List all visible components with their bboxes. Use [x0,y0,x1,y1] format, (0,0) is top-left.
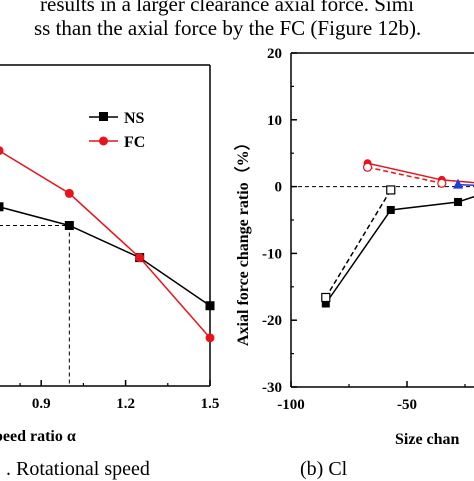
series-ns-point [64,221,74,230]
chart-a-xtick-label: 1.2 [116,396,135,412]
chart-b-ytick-label: -20 [262,313,282,329]
chart-b-series-4-point [453,178,464,189]
legend-fc-marker [99,136,108,146]
legend-ns-label: NS [124,110,145,127]
chart-b-ytick-label: 10 [267,113,282,129]
chart-b-series-3-point [437,178,447,188]
chart-a-series [0,146,215,343]
chart-b-xtick-label: -50 [397,397,417,413]
chart-b-ytick-label: -10 [262,246,282,262]
series-ns-point [205,301,215,311]
series-fc-point [135,253,145,263]
chart-b-series-4-line [458,183,474,187]
chart-b-ytick-label: 0 [275,180,283,196]
caption-b: (b) Cl [300,458,348,480]
chart-b-series-0-point [386,205,395,214]
chart-a-reference-lines [0,225,70,386]
chart-b-series-1-line [325,189,392,298]
chart-a-ticks: 0.9 1.2 1.5 [19,380,220,412]
legend-ns-marker [99,112,108,121]
chart-b-ytick-label: 20 [267,46,282,62]
chart-b-series [321,159,474,308]
chart-b-ytick-label: -30 [262,380,282,396]
chart-a-legend: NS FC [89,110,145,151]
chart-b-series-0-point [454,197,463,206]
chart-b-series-1-point [386,185,396,195]
series-ns-point [0,202,4,212]
chart-a-xtick-label: 1.5 [201,396,220,412]
chart-b: 20 10 0 -10 -20 -30-100 -50 Axial force change… [234,46,474,448]
chart-b-ylabel: Axial force change ratio（%） [234,134,252,346]
chart-b-series-0-point [321,299,330,308]
series-fc-point [64,188,74,198]
chart-b-xlabel: Size chan [395,431,460,448]
chart-a-xlabel: peed ratio α [0,428,76,445]
chart-b-series-0-line [325,195,474,304]
series-fc-point [0,146,4,155]
chart-b-series-1-point [321,292,331,303]
chart-a-xtick-label: 0.9 [32,396,51,412]
chart-b-xtick-label: -100 [277,397,305,413]
legend-fc-label: FC [124,134,145,151]
paragraph-line-1: results in a larger clearance axial forc… [40,0,414,16]
chart-b-ticks: 20 10 0 -10 -20 -30-100 -50 [262,46,474,413]
series-ns-line [0,206,211,307]
chart-b-series-3-point [362,162,373,172]
paragraph-line-2: ss than the axial force by the FC (Figur… [34,16,422,40]
chart-a: 0.9 1.2 1.5 NS FC peed ratio α [0,64,220,445]
chart-b-series-3-line [367,166,442,184]
caption-a: . Rotational speed [6,458,150,480]
series-fc-line [0,150,211,339]
series-fc-point [205,333,215,343]
